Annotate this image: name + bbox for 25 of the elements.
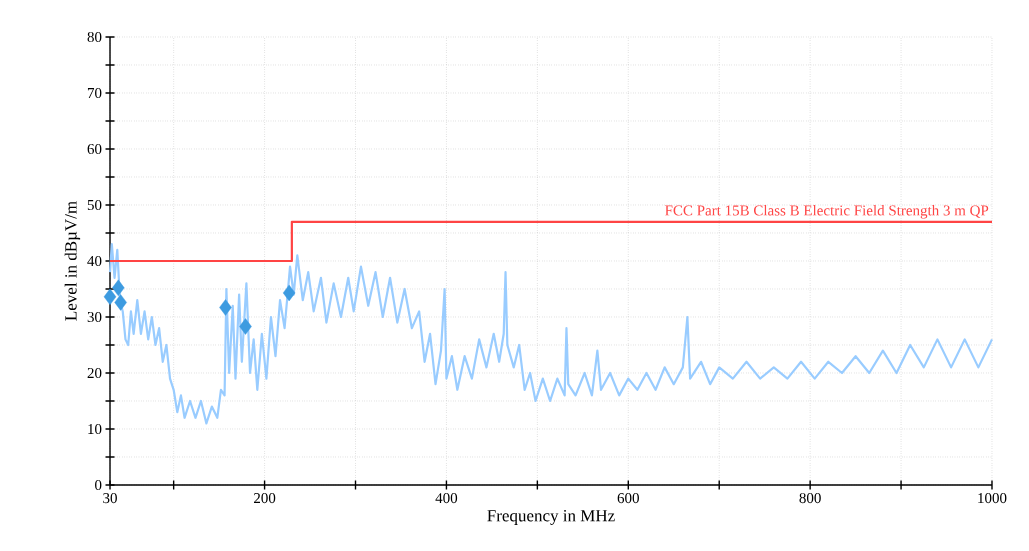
x-tick-label: 200: [253, 493, 276, 504]
y-tick-label: 60: [87, 143, 102, 155]
x-tick-label: 1000: [978, 493, 1007, 504]
x-tick-label: 600: [617, 493, 639, 504]
point: [282, 284, 296, 302]
y-tick-label: 20: [87, 367, 102, 379]
point: [239, 318, 252, 335]
point: [114, 294, 127, 311]
x-axis-title: Frequency in MHz: [487, 510, 615, 525]
y-tick-label: 10: [88, 423, 102, 435]
point: [112, 279, 125, 297]
y-tick-label: 0: [95, 479, 102, 491]
x-tick-label: 800: [799, 493, 821, 504]
point: [103, 288, 117, 306]
x-tick-label: 30: [103, 493, 117, 504]
y-tick-label: 50: [87, 199, 102, 211]
y-tick-label: 70: [87, 87, 102, 99]
point: [219, 299, 232, 316]
y-tick-label: 30: [87, 311, 102, 323]
y-tick-label: 40: [87, 255, 102, 267]
y-axis-title: Level in dBµV/m: [64, 201, 81, 321]
x-tick-label: 400: [435, 493, 458, 504]
series-label: FCC Part 15B Class B Electric Field Strength 3 m QP: [665, 204, 989, 219]
y-tick-label: 80: [87, 31, 102, 43]
line-series: [108, 243, 994, 425]
